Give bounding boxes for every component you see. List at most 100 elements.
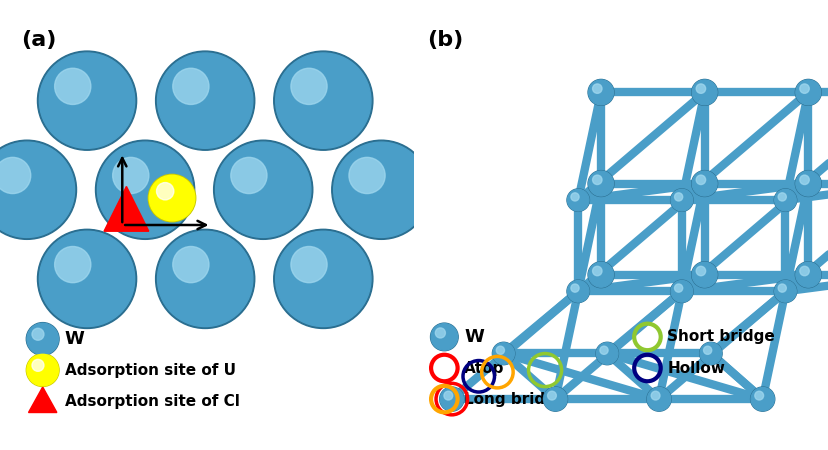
Circle shape (349, 158, 385, 194)
Circle shape (37, 51, 137, 150)
Circle shape (230, 158, 267, 194)
Circle shape (588, 171, 613, 196)
Circle shape (691, 80, 716, 105)
Circle shape (291, 247, 327, 283)
Circle shape (546, 391, 556, 400)
Circle shape (157, 53, 253, 148)
Circle shape (595, 343, 617, 364)
Circle shape (215, 142, 310, 238)
Circle shape (149, 175, 195, 221)
Circle shape (691, 171, 717, 197)
Circle shape (543, 387, 566, 411)
Circle shape (699, 343, 720, 364)
Circle shape (435, 328, 445, 338)
Circle shape (27, 323, 59, 355)
Circle shape (753, 391, 763, 400)
Circle shape (696, 266, 705, 276)
Circle shape (670, 189, 692, 212)
Circle shape (588, 262, 613, 287)
Circle shape (691, 262, 716, 287)
Circle shape (172, 68, 209, 104)
Text: Hollow: Hollow (667, 360, 724, 375)
Text: W: W (65, 330, 84, 348)
Circle shape (773, 189, 796, 212)
Circle shape (691, 171, 716, 196)
Circle shape (587, 80, 614, 105)
Circle shape (0, 158, 31, 194)
Circle shape (650, 391, 659, 400)
Text: (b): (b) (426, 30, 463, 50)
Circle shape (26, 323, 59, 356)
Text: Long bridge: Long bridge (464, 392, 566, 407)
Circle shape (691, 80, 717, 105)
Circle shape (794, 262, 821, 288)
Circle shape (431, 324, 457, 350)
Circle shape (542, 387, 567, 411)
Circle shape (156, 183, 174, 200)
Circle shape (275, 53, 371, 148)
Circle shape (439, 387, 464, 411)
Text: Atop: Atop (464, 360, 504, 375)
Circle shape (599, 346, 608, 354)
Circle shape (570, 284, 579, 292)
Circle shape (777, 193, 786, 201)
Circle shape (566, 189, 589, 211)
Circle shape (39, 231, 134, 327)
Circle shape (0, 140, 76, 239)
Circle shape (496, 346, 504, 354)
Circle shape (214, 140, 312, 239)
Circle shape (32, 360, 44, 371)
Circle shape (331, 140, 431, 239)
Circle shape (699, 342, 721, 364)
Circle shape (799, 84, 808, 93)
Circle shape (587, 262, 614, 288)
Circle shape (795, 80, 820, 105)
Circle shape (97, 142, 192, 238)
Circle shape (795, 171, 820, 196)
Polygon shape (104, 186, 149, 231)
Circle shape (492, 342, 514, 364)
Circle shape (566, 189, 589, 212)
Circle shape (773, 189, 796, 211)
Circle shape (291, 68, 327, 104)
Text: Short bridge: Short bridge (667, 329, 774, 344)
Circle shape (595, 342, 618, 364)
Circle shape (795, 262, 820, 287)
Circle shape (566, 280, 589, 302)
Text: Adsorption site of U: Adsorption site of U (65, 363, 235, 378)
Circle shape (777, 284, 786, 292)
Circle shape (646, 387, 671, 411)
Circle shape (32, 328, 44, 340)
Circle shape (55, 247, 91, 283)
Circle shape (55, 68, 91, 104)
Circle shape (440, 387, 463, 411)
Circle shape (674, 284, 682, 292)
Circle shape (647, 387, 670, 411)
Circle shape (27, 354, 59, 386)
Circle shape (0, 142, 75, 238)
Circle shape (156, 230, 254, 328)
Circle shape (39, 53, 134, 148)
Circle shape (443, 391, 452, 400)
Circle shape (592, 175, 601, 184)
Circle shape (696, 175, 705, 184)
Circle shape (696, 84, 705, 93)
Circle shape (592, 266, 601, 276)
Circle shape (749, 387, 774, 411)
Circle shape (670, 189, 692, 211)
Circle shape (799, 175, 808, 184)
Circle shape (566, 280, 589, 302)
Circle shape (794, 171, 821, 197)
Circle shape (26, 354, 59, 387)
Text: Adsorption site of Cl: Adsorption site of Cl (65, 394, 239, 409)
Circle shape (674, 193, 682, 201)
Circle shape (172, 247, 209, 283)
Circle shape (691, 262, 717, 288)
Circle shape (95, 140, 195, 239)
Circle shape (670, 280, 692, 302)
Circle shape (273, 230, 373, 328)
Circle shape (333, 142, 429, 238)
Circle shape (570, 193, 579, 201)
Circle shape (156, 51, 254, 150)
Circle shape (592, 84, 601, 93)
